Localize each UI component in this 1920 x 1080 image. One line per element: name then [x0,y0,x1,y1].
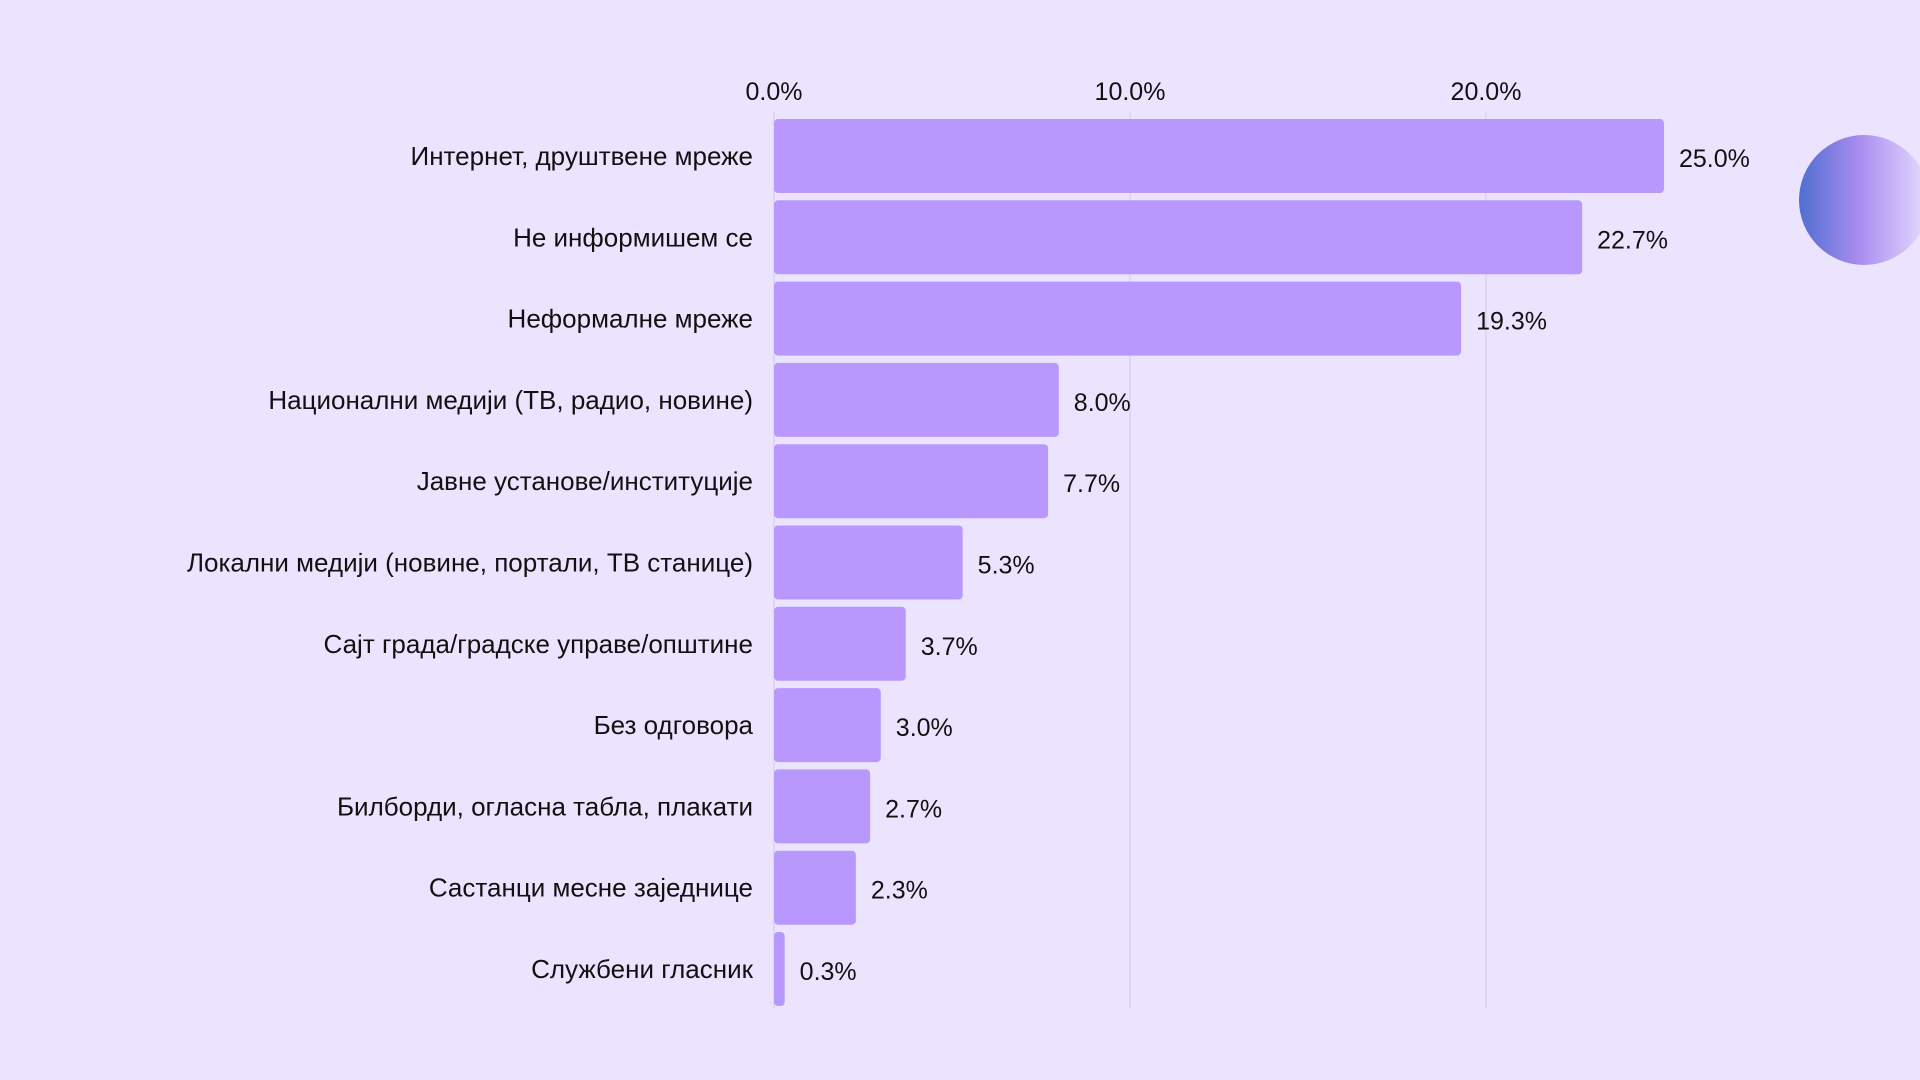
bar [774,606,906,681]
x-tick-label: 20.0% [1451,78,1522,106]
bar [774,850,856,925]
x-axis-ticks: 0.0% 10.0% 20.0% [746,78,1522,106]
bar [774,281,1462,356]
bar [774,932,785,1006]
bar [774,444,1049,519]
bar [774,362,1059,437]
value-label: 8.0% [1074,389,1131,417]
value-label: 7.7% [1063,470,1120,498]
category-label: Јавне установе/институције [417,466,753,496]
bars [774,119,1664,1006]
category-label: Службени гласник [531,954,754,984]
bar [774,200,1583,275]
value-label: 2.7% [885,795,942,823]
category-label: Интернет, друштвене мреже [411,141,754,171]
x-tick-label: 10.0% [1095,78,1166,106]
bar [774,769,871,844]
bar [774,688,881,763]
decorative-gradient-circle [1799,135,1920,265]
bar [774,119,1664,193]
bar [774,525,963,600]
category-label: Локални медији (новине, портали, ТВ стан… [187,548,753,578]
value-labels: 25.0% 22.7% 19.3% 8.0% 7.7% 5.3% 3.7% 3.0% 2.7% 2… [800,145,1750,986]
value-label: 19.3% [1476,308,1547,336]
value-label: 2.3% [871,877,928,905]
value-label: 25.0% [1679,145,1750,173]
value-label: 0.3% [800,958,857,986]
category-labels: Интернет, друштвене мреже Не информишем с… [187,141,754,984]
category-label: Не информишем се [513,222,753,252]
x-tick-label: 0.0% [746,78,803,106]
value-label: 3.0% [896,714,953,742]
category-label: Сајт града/градске управе/општине [324,629,753,659]
value-label: 22.7% [1597,226,1668,254]
category-label: Без одговора [594,710,754,740]
category-label: Неформалне мреже [508,304,753,334]
category-label: Национални медији (ТВ, радио, новине) [268,385,753,415]
value-label: 5.3% [978,552,1035,580]
value-label: 3.7% [921,633,978,661]
category-label: Састанци месне заједнице [429,873,753,903]
category-label: Билборди, огласна табла, плакати [337,791,753,821]
